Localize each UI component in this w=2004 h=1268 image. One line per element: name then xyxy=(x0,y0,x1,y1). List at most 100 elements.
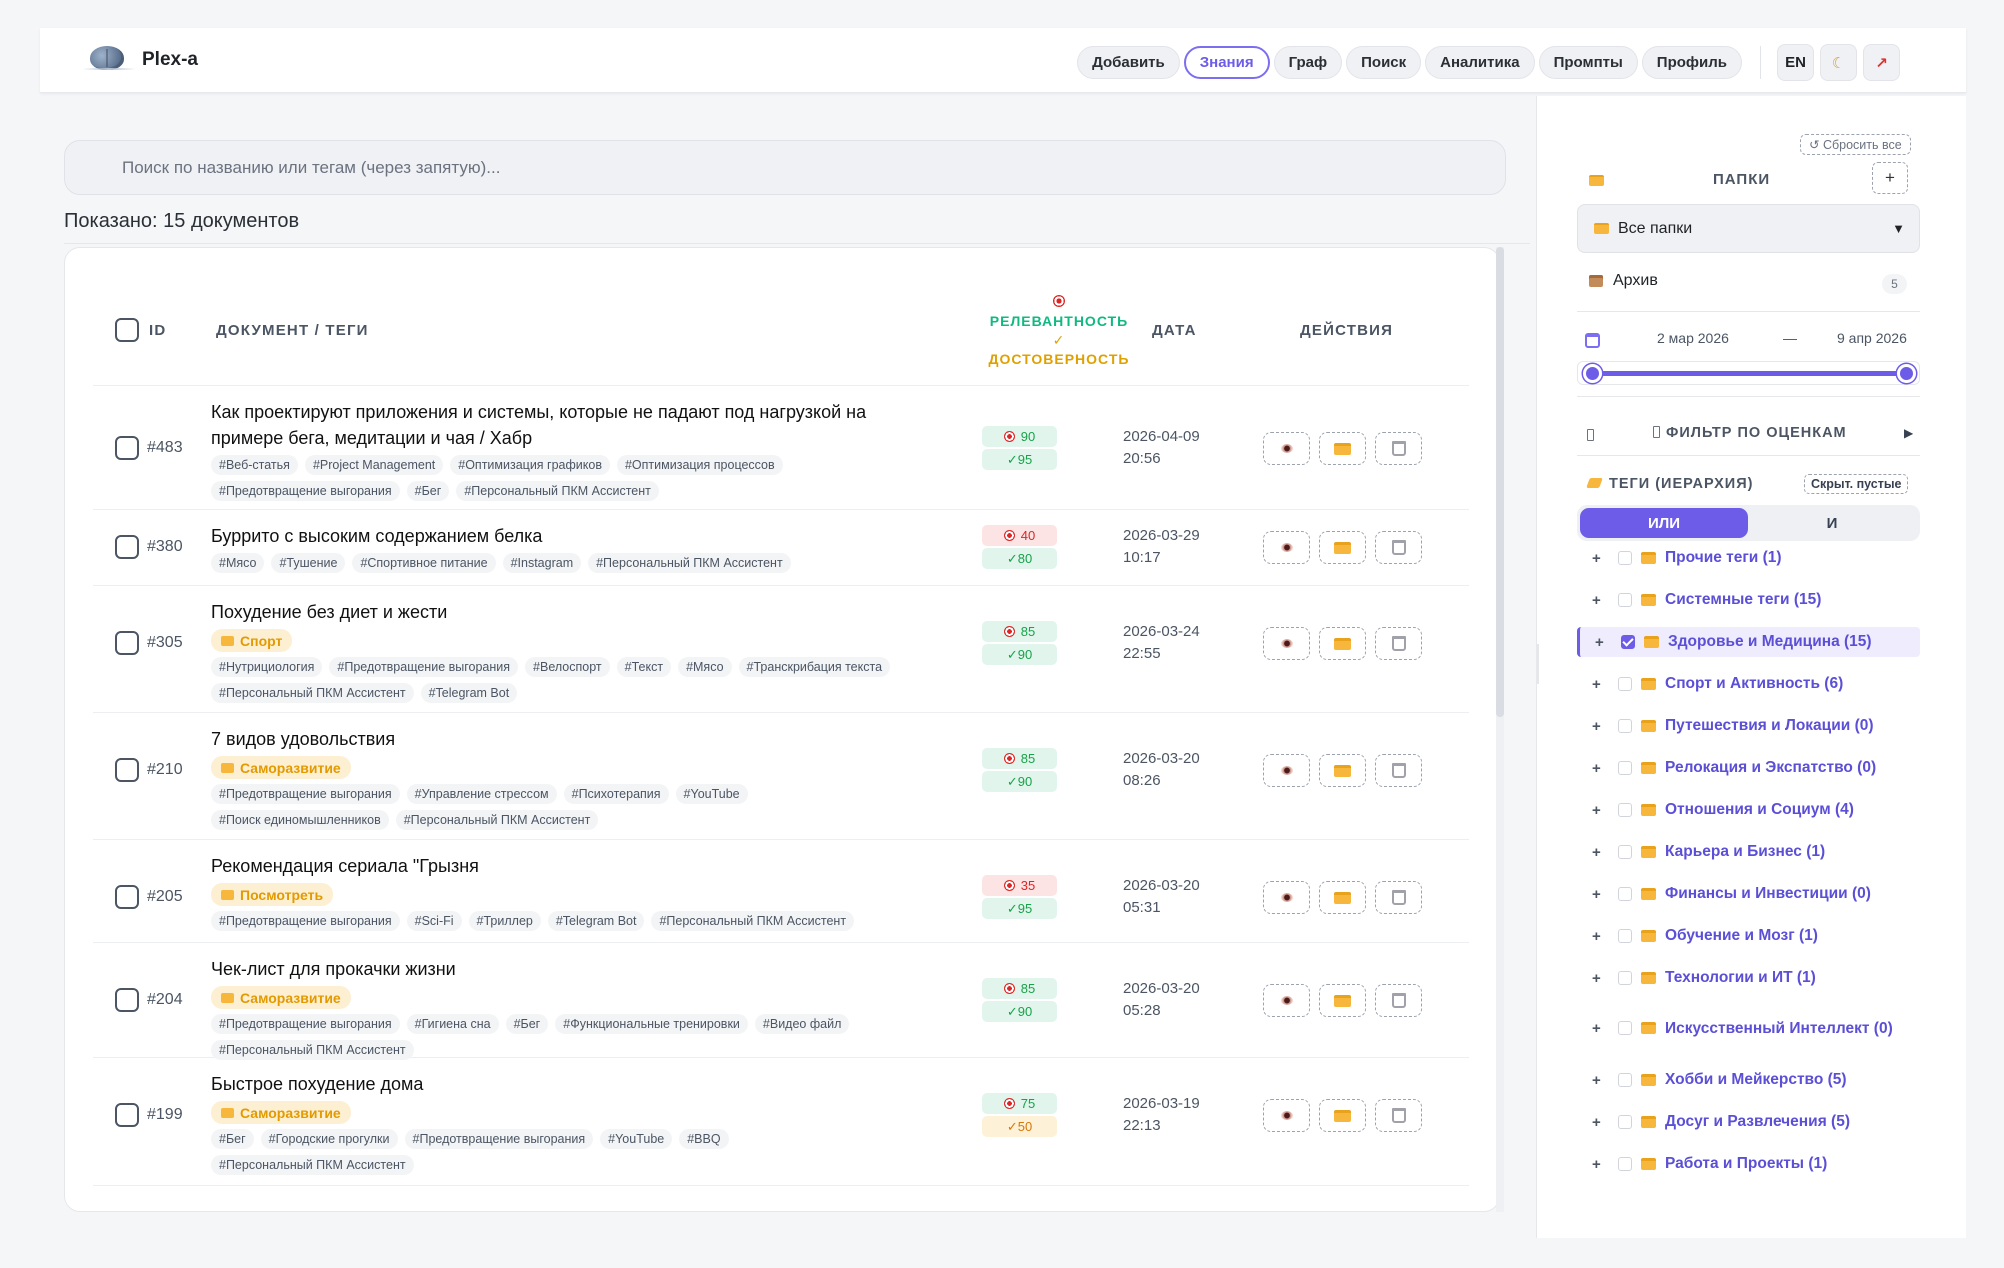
view-button[interactable] xyxy=(1263,432,1310,465)
view-button[interactable] xyxy=(1263,1099,1310,1132)
tag-tree-item[interactable]: + Карьера и Бизнес (1) xyxy=(1577,837,1920,867)
tag-chip[interactable]: #Sci-Fi xyxy=(406,911,462,931)
tag-checkbox[interactable] xyxy=(1618,1157,1632,1171)
expand-plus-icon[interactable]: + xyxy=(1592,1019,1601,1037)
document-title[interactable]: 7 видов удовольствия xyxy=(211,729,396,749)
tag-chip[interactable]: #Предотвращение выгорания xyxy=(404,1129,594,1149)
tag-chip[interactable]: #Функциональные тренировки xyxy=(555,1014,748,1034)
hide-empty-button[interactable]: Скрыт. пустые xyxy=(1804,474,1909,494)
tag-chip[interactable]: #Instagram xyxy=(502,553,582,573)
tag-chip[interactable]: #Тушение xyxy=(271,553,346,573)
document-title[interactable]: Похудение без диет и жести xyxy=(211,602,448,622)
tag-checkbox[interactable] xyxy=(1621,635,1635,649)
tag-chip[interactable]: #Городские прогулки xyxy=(260,1129,398,1149)
tag-tree-item[interactable]: + Хобби и Мейкерство (5) xyxy=(1577,1065,1920,1095)
tag-chip[interactable]: #BBQ xyxy=(679,1129,729,1149)
folder-badge[interactable]: Саморазвитие xyxy=(211,986,351,1009)
tag-checkbox[interactable] xyxy=(1618,845,1632,859)
expand-plus-icon[interactable]: + xyxy=(1592,969,1601,987)
move-button[interactable] xyxy=(1319,531,1366,564)
nav-4-button[interactable]: Поиск xyxy=(1346,46,1422,79)
mode-or-button[interactable]: ИЛИ xyxy=(1580,508,1748,538)
nav-7-button[interactable]: Профиль xyxy=(1641,46,1742,79)
tag-chip[interactable]: #Предотвращение выгорания xyxy=(211,1014,400,1034)
date-range-slider[interactable] xyxy=(1593,371,1907,376)
tag-checkbox[interactable] xyxy=(1618,929,1632,943)
tag-chip[interactable]: #Веб-статья xyxy=(211,455,298,475)
mode-and-button[interactable]: И xyxy=(1826,514,1838,532)
tag-chip[interactable]: #Психотерапия xyxy=(563,784,669,804)
folder-badge[interactable]: Саморазвитие xyxy=(211,1101,351,1124)
tag-tree-item[interactable]: + Прочие теги (1) xyxy=(1577,543,1920,573)
folder-select[interactable]: Все папки ▼ xyxy=(1577,204,1920,253)
tag-tree-item[interactable]: + Здоровье и Медицина (15) xyxy=(1577,627,1920,657)
date-from[interactable]: 2 мар 2026 xyxy=(1657,330,1729,346)
delete-button[interactable] xyxy=(1375,1099,1422,1132)
expand-plus-icon[interactable]: + xyxy=(1592,1155,1601,1173)
tag-chip[interactable]: #Предотвращение выгорания xyxy=(329,657,519,677)
header-date[interactable]: ДАТА xyxy=(1152,322,1197,339)
tag-checkbox[interactable] xyxy=(1618,803,1632,817)
date-range-start-handle[interactable] xyxy=(1583,364,1602,383)
tag-chip[interactable]: #Транскрибация текста xyxy=(738,657,891,677)
move-button[interactable] xyxy=(1319,627,1366,660)
select-all-checkbox[interactable] xyxy=(115,318,139,342)
tag-tree-item[interactable]: + Релокация и Экспатство (0) xyxy=(1577,753,1920,783)
tag-chip[interactable]: #Бег xyxy=(505,1014,549,1034)
table-row[interactable]: #483 Как проектируют приложения и системы… xyxy=(93,386,1469,510)
table-row[interactable]: #204 Чек-лист для прокачки жизни Саморазви… xyxy=(93,943,1469,1060)
expand-plus-icon[interactable]: + xyxy=(1592,591,1601,609)
expand-plus-icon[interactable]: + xyxy=(1592,801,1601,819)
brain-logo-icon[interactable] xyxy=(80,42,136,78)
move-button[interactable] xyxy=(1319,881,1366,914)
folder-badge[interactable]: Спорт xyxy=(211,629,293,652)
row-checkbox[interactable] xyxy=(115,988,139,1012)
row-checkbox[interactable] xyxy=(115,758,139,782)
expand-plus-icon[interactable]: + xyxy=(1592,717,1601,735)
nav-1-button[interactable]: Добавить xyxy=(1077,46,1180,79)
table-row[interactable]: #205 Рекомендация сериала "Грызня Посмотре… xyxy=(93,840,1469,943)
tag-chip[interactable]: #Мясо xyxy=(211,553,265,573)
header-scores[interactable]: РЕЛЕВАНТНОСТЬ ✓ ДОСТОВЕРНОСТЬ xyxy=(979,293,1139,369)
expand-plus-icon[interactable]: + xyxy=(1592,675,1601,693)
document-title[interactable]: Быстрое похудение дома xyxy=(211,1074,424,1094)
tag-chip[interactable]: #Управление стрессом xyxy=(406,784,557,804)
delete-button[interactable] xyxy=(1375,984,1422,1017)
tag-chip[interactable]: #Предотвращение выгорания xyxy=(211,481,400,501)
move-button[interactable] xyxy=(1319,754,1366,787)
date-to[interactable]: 9 апр 2026 xyxy=(1837,330,1907,346)
row-checkbox[interactable] xyxy=(115,535,139,559)
chevron-right-icon[interactable]: ▶ xyxy=(1904,426,1914,440)
nav-6-button[interactable]: Промпты xyxy=(1538,46,1638,79)
tag-tree-item[interactable]: + Искусственный Интеллект (0) xyxy=(1577,1001,1920,1055)
tag-tree-item[interactable]: + Системные теги (15) xyxy=(1577,585,1920,615)
language-button[interactable]: EN xyxy=(1777,44,1814,81)
tag-chip[interactable]: #Персональный ПКМ Ассистент xyxy=(651,911,855,931)
view-button[interactable] xyxy=(1263,627,1310,660)
tag-chip[interactable]: #Персональный ПКМ Ассистент xyxy=(211,683,414,703)
reset-all-button[interactable]: ↺ Сбросить все xyxy=(1800,134,1911,155)
expand-plus-icon[interactable]: + xyxy=(1592,549,1601,567)
tag-tree-item[interactable]: + Технологии и ИТ (1) xyxy=(1577,963,1920,993)
expand-plus-icon[interactable]: + xyxy=(1592,885,1601,903)
search-input[interactable]: Поиск по названию или тегам (через запят… xyxy=(64,140,1506,195)
tag-chip[interactable]: #YouTube xyxy=(600,1129,673,1149)
delete-button[interactable] xyxy=(1375,432,1422,465)
tag-chip[interactable]: #Спортивное питание xyxy=(352,553,496,573)
tag-chip[interactable]: #Персональный ПКМ Ассистент xyxy=(588,553,791,573)
tag-chip[interactable]: #Оптимизация графиков xyxy=(450,455,610,475)
nav-5-button[interactable]: Аналитика xyxy=(1425,46,1535,79)
table-row[interactable]: #210 7 видов удовольствия Саморазвитие #Пре… xyxy=(93,713,1469,840)
tag-checkbox[interactable] xyxy=(1618,761,1632,775)
tag-chip[interactable]: #Бег xyxy=(211,1129,254,1149)
move-button[interactable] xyxy=(1319,984,1366,1017)
tag-tree-item[interactable]: + Спорт и Активность (6) xyxy=(1577,669,1920,699)
tag-tree-item[interactable]: + Обучение и Мозг (1) xyxy=(1577,921,1920,951)
tag-tree-item[interactable]: + Финансы и Инвестиции (0) xyxy=(1577,879,1920,909)
tag-chip[interactable]: #Предотвращение выгорания xyxy=(211,784,400,804)
view-button[interactable] xyxy=(1263,881,1310,914)
tag-tree-item[interactable]: + Работа и Проекты (1) xyxy=(1577,1149,1920,1179)
logout-button[interactable]: ↗ xyxy=(1863,44,1900,81)
view-button[interactable] xyxy=(1263,984,1310,1017)
tag-chip[interactable]: #Гигиена сна xyxy=(406,1014,499,1034)
